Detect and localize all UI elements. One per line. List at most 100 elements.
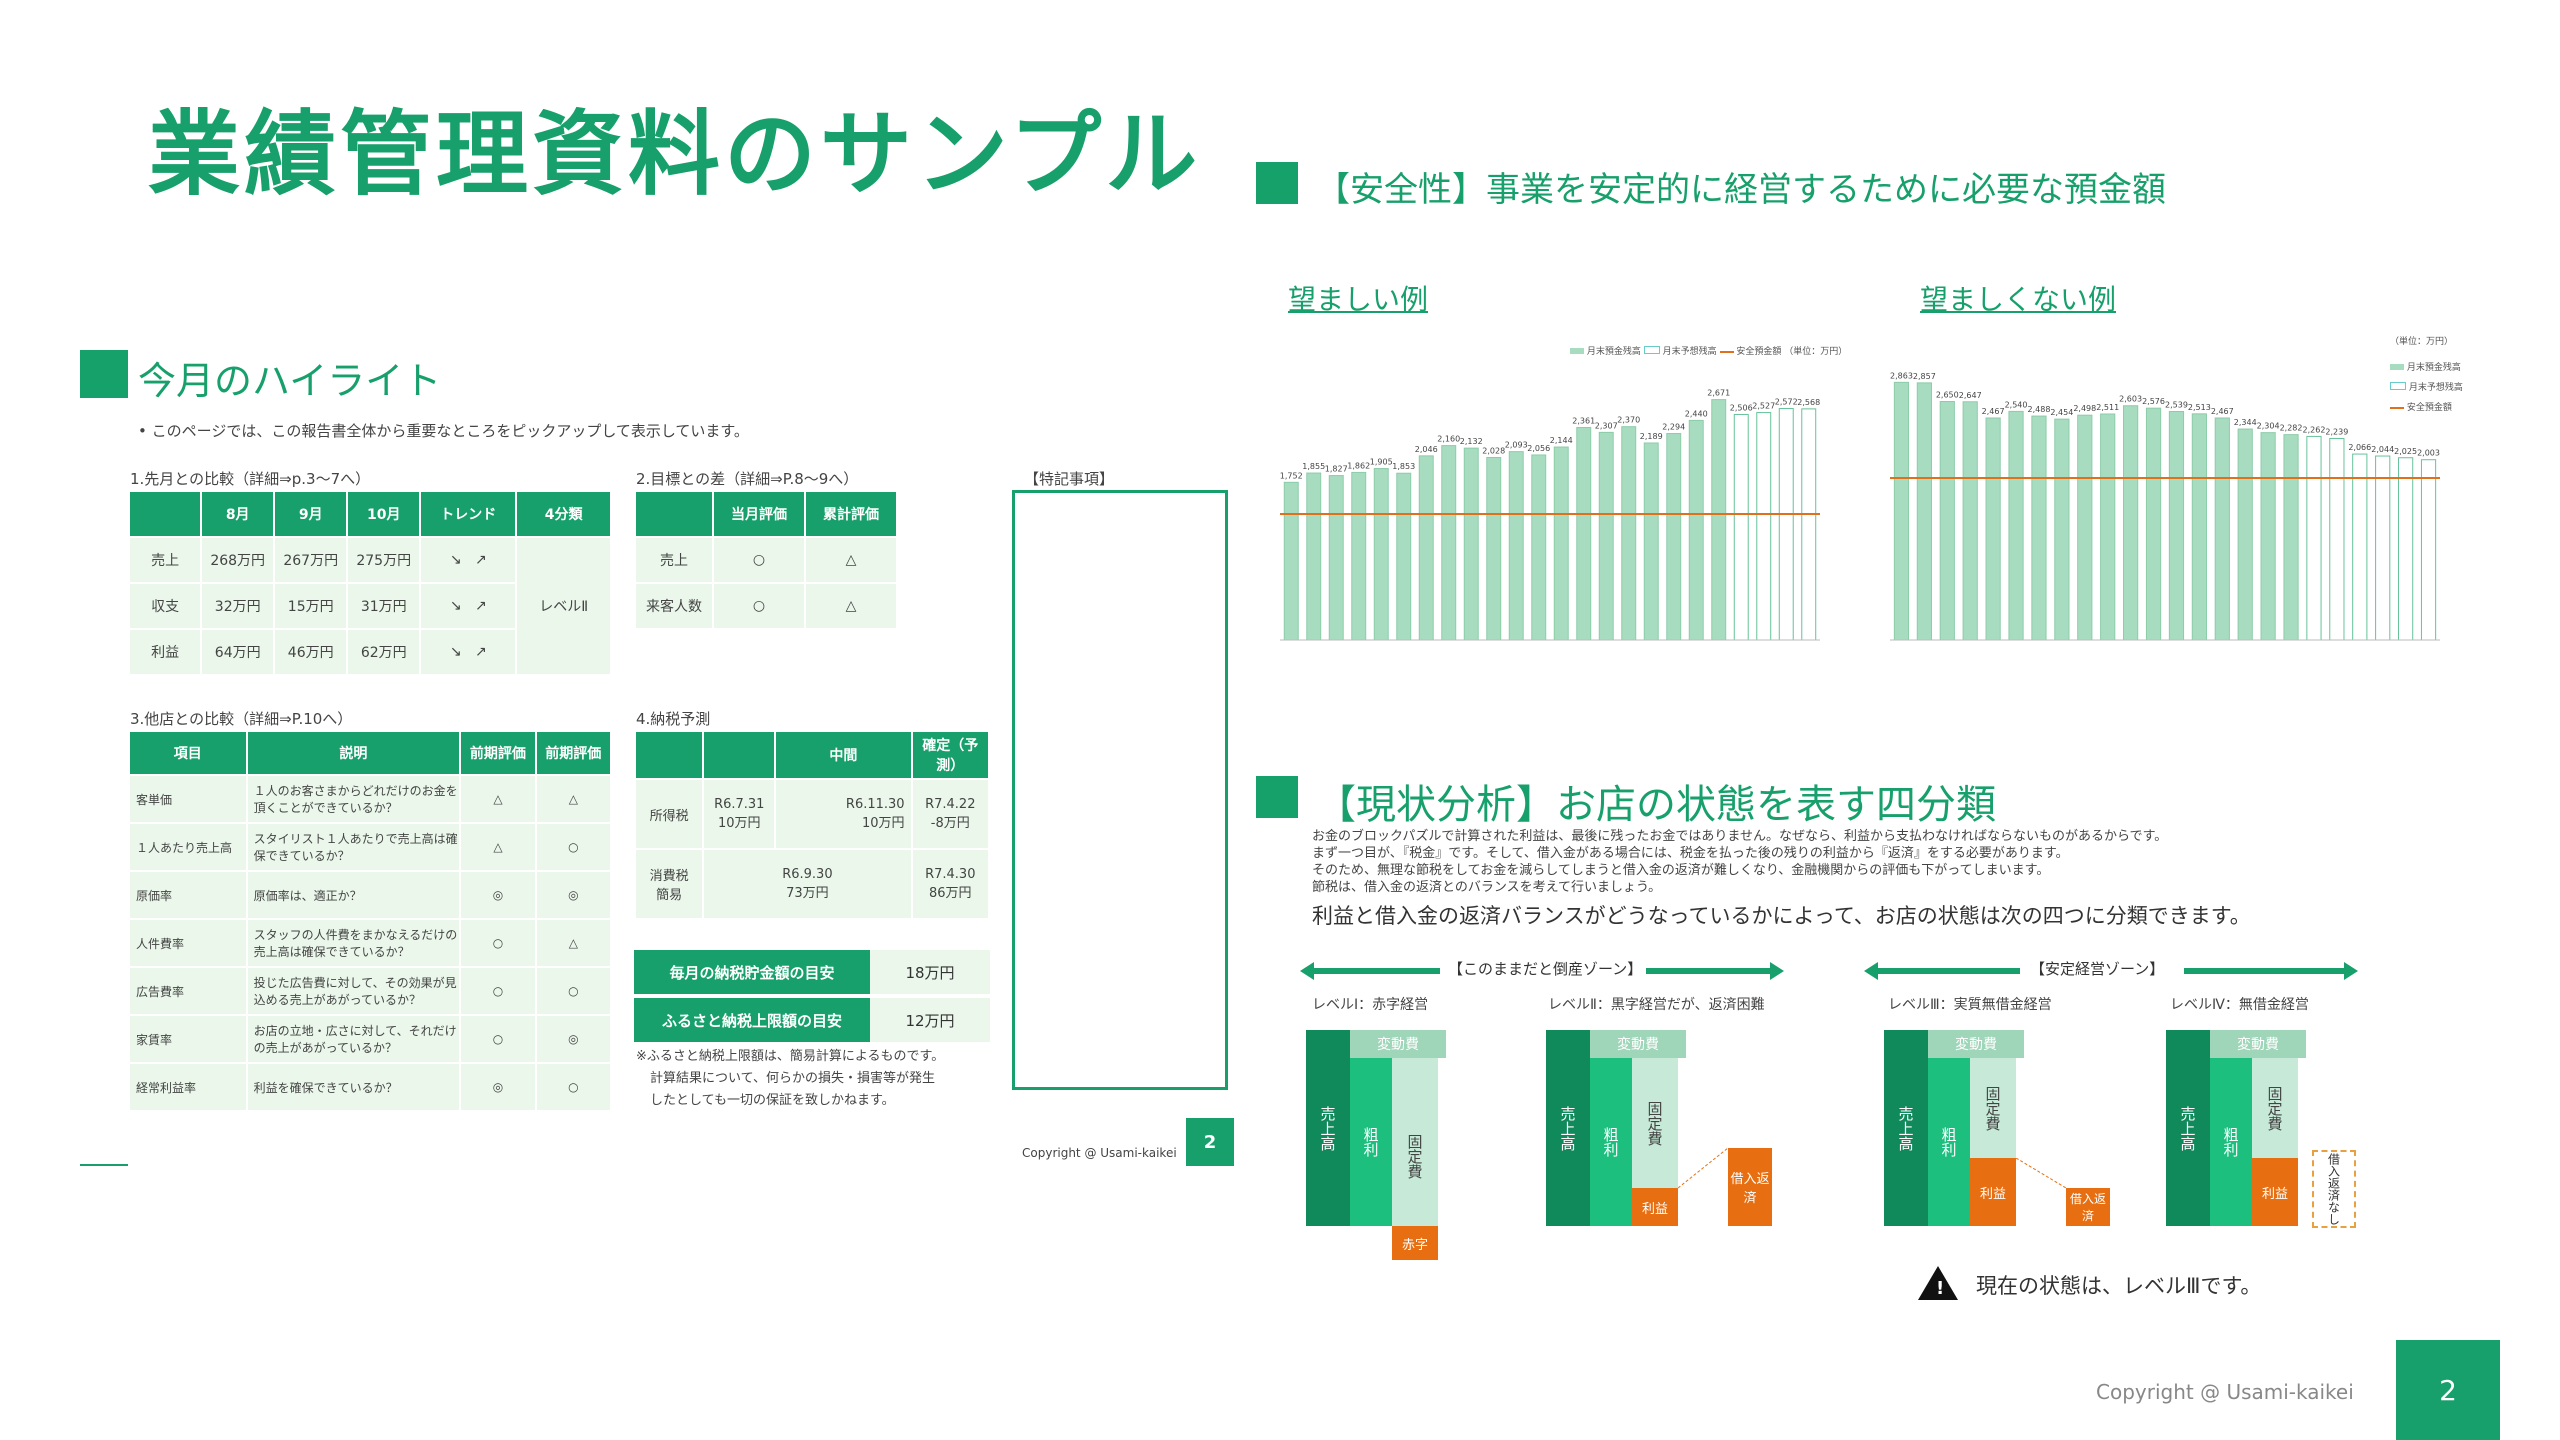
bar bbox=[1486, 456, 1502, 641]
level2-diagram: 売上高 変動費 粗利 固定費 利益 借入返済 bbox=[1546, 1030, 1776, 1230]
good-legend: 月末預金残高 月末予想残高 安全預金額 （単位：万円） bbox=[1570, 344, 1847, 357]
bar bbox=[1576, 427, 1592, 641]
arrow-head-right-icon bbox=[2344, 962, 2358, 980]
table-row: 原価率 原価率は、適正か？ ◎ ◎ bbox=[128, 870, 613, 920]
analysis-heading: 【現状分析】お店の状態を表す四分類 bbox=[1316, 782, 1996, 828]
table-row: 所得税 R6.7.31 10万円 R6.11.30 10万円 R7.4.22 -8万円 bbox=[633, 778, 991, 850]
bar bbox=[1893, 381, 1910, 641]
bar bbox=[2329, 437, 2345, 641]
other-store-table: 項目 説明 前期評価 前期評価 客単価 １人のお客さまからどれだけのお金を頂くこと… bbox=[128, 730, 613, 1112]
data-label: 1,855 bbox=[1302, 462, 1325, 471]
data-label: 2,506 bbox=[1730, 403, 1753, 412]
arrow-head-right-icon bbox=[1770, 962, 1784, 980]
table-row: 家賃率 お店の立地・広さに対して、それだけの売上があがっているか？ ○ ◎ bbox=[128, 1014, 613, 1064]
table-row: 収支 32万円 15万円 31万円 ↘ ↗ bbox=[127, 582, 611, 630]
bar bbox=[1711, 399, 1727, 641]
bar bbox=[1801, 408, 1817, 641]
level1-diagram: 売上高 変動費 粗利 固定費 赤字 bbox=[1306, 1030, 1446, 1260]
fixed-cost-block: 固定費 bbox=[2252, 1058, 2298, 1158]
bar bbox=[2306, 435, 2322, 641]
bar bbox=[1373, 468, 1389, 641]
data-label: 2,056 bbox=[1527, 444, 1550, 453]
bar bbox=[2260, 432, 2276, 641]
t3-caption: 3.他店との比較（詳細⇒P.10へ） bbox=[130, 710, 353, 728]
sales-block: 売上高 bbox=[1306, 1030, 1350, 1226]
data-label: 2,066 bbox=[2348, 443, 2371, 452]
bar bbox=[1328, 475, 1344, 641]
inner-copyright: Copyright @ Usami-kaikei bbox=[1022, 1146, 1177, 1160]
bar bbox=[1463, 447, 1479, 641]
bar bbox=[1598, 431, 1614, 641]
fixed-cost-block: 固定費 bbox=[1970, 1058, 2016, 1158]
table-row: 売上 268万円 267万円 275万円 ↘ ↗ レベルⅡ bbox=[127, 536, 612, 676]
level4-diagram: 売上高 変動費 粗利 固定費 利益 借入返済なし bbox=[2166, 1030, 2366, 1230]
data-label: 2,144 bbox=[1550, 436, 1573, 445]
bar bbox=[1441, 445, 1457, 641]
data-label: 2,576 bbox=[2142, 397, 2165, 406]
zone1-arrow-left bbox=[1306, 968, 1440, 974]
target-table: 当月評価 累計評価 売上 ○ △ 来客人数 ○ △ bbox=[634, 490, 899, 630]
bar bbox=[2283, 434, 2299, 641]
data-label: 2,511 bbox=[2096, 403, 2119, 412]
level2-title: レベルⅡ：黒字経営だが、返済困難 bbox=[1548, 997, 1765, 1013]
data-label: 2,454 bbox=[2050, 408, 2073, 417]
bar bbox=[1733, 413, 1749, 641]
bar bbox=[2191, 413, 2207, 641]
data-label: 2,467 bbox=[1982, 407, 2005, 416]
bar bbox=[2237, 428, 2253, 641]
bad-example-label: 望ましくない例 bbox=[1920, 283, 2117, 316]
data-label: 2,003 bbox=[2417, 449, 2440, 458]
table-row: １人あたり売上高 スタイリスト１人あたりで売上高は確保できているか？ △ ○ bbox=[128, 822, 613, 872]
zone2-arrow-right bbox=[2184, 968, 2344, 974]
bar bbox=[2031, 415, 2047, 641]
arrow-head-left-icon bbox=[1300, 962, 1314, 980]
data-label: 1,853 bbox=[1392, 462, 1415, 471]
bar bbox=[1283, 481, 1299, 641]
warning-icon bbox=[1918, 1266, 1958, 1300]
level4-title: レベルⅣ：無借金経営 bbox=[2170, 997, 2309, 1013]
bar bbox=[1396, 472, 1412, 641]
bar bbox=[1756, 412, 1772, 641]
footnote: ※ふるさと納税上限額は、簡易計算によるものです。 計算結果について、何らかの損失… bbox=[636, 1049, 945, 1108]
bar bbox=[1643, 442, 1659, 641]
data-label: 2,025 bbox=[2394, 447, 2417, 456]
data-label: 2,498 bbox=[2073, 404, 2096, 413]
arrow-head-left-icon bbox=[1864, 962, 1878, 980]
bar bbox=[2352, 453, 2368, 641]
data-label: 2,467 bbox=[2211, 407, 2234, 416]
bar bbox=[1939, 401, 1955, 641]
bar bbox=[1985, 417, 2001, 641]
t2-caption: 2.目標との差（詳細⇒P.8〜9へ） bbox=[636, 470, 859, 488]
data-label: 2,304 bbox=[2257, 422, 2280, 431]
variable-cost-block: 変動費 bbox=[1590, 1030, 1686, 1058]
bar bbox=[2100, 413, 2116, 641]
analysis-paragraph: お金のブロックパズルで計算された利益は、最後に残ったお金ではありません。なぜなら… bbox=[1312, 829, 2168, 895]
bar bbox=[1553, 446, 1569, 641]
bar bbox=[2420, 459, 2437, 641]
bar bbox=[1306, 472, 1322, 641]
bar bbox=[1916, 382, 1932, 641]
bar bbox=[1418, 455, 1434, 641]
data-label: 2,857 bbox=[1913, 372, 1936, 381]
bar bbox=[1778, 408, 1794, 641]
data-label: 2,282 bbox=[2280, 424, 2303, 433]
data-label: 2,370 bbox=[1617, 416, 1640, 425]
memo-box[interactable] bbox=[1012, 490, 1228, 1090]
data-label: 1,752 bbox=[1280, 471, 1303, 480]
data-label: 2,513 bbox=[2188, 403, 2211, 412]
divider bbox=[80, 1164, 128, 1166]
data-label: 2,294 bbox=[1662, 423, 1685, 432]
bar bbox=[2145, 407, 2162, 641]
tax-table: 中間 確定（予測） 所得税 R6.7.31 10万円 R6.11.30 10万円 R… bbox=[633, 730, 991, 920]
inner-page-number: 2 bbox=[1186, 1118, 1234, 1166]
level3-diagram: 売上高 変動費 粗利 固定費 利益 借入返済 bbox=[1884, 1030, 2114, 1230]
table-row: 売上 ○ △ bbox=[634, 536, 899, 584]
sales-block: 売上高 bbox=[1546, 1030, 1590, 1226]
safety-heading: 【安全性】事業を安定的に経営するために必要な預金額 bbox=[1316, 170, 2166, 210]
bar bbox=[1531, 454, 1547, 641]
repayment-block: 借入返済 bbox=[1728, 1148, 1772, 1226]
highlight-note: • このページでは、この報告書全体から重要なところをピックアップして表示していま… bbox=[138, 422, 749, 440]
data-label: 2,568 bbox=[1797, 398, 1820, 407]
